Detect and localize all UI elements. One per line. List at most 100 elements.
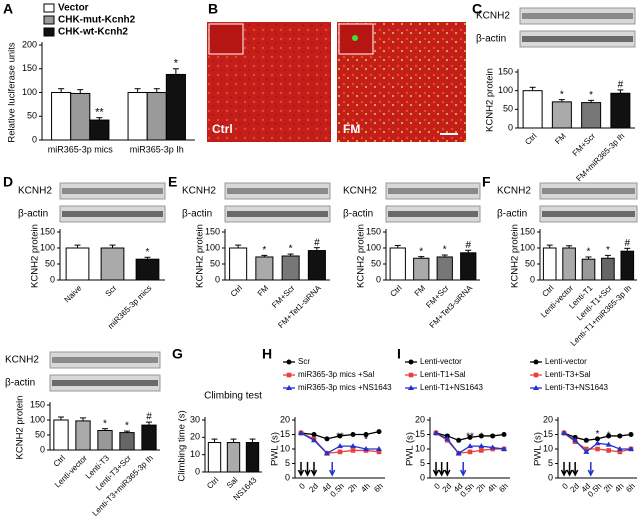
significance: #	[314, 237, 320, 248]
y-tick-label: 100	[30, 414, 45, 424]
bar	[389, 247, 406, 281]
y-tick-label: 0	[548, 472, 553, 482]
y-axis-label: KCNH2 protein	[485, 68, 496, 132]
point	[606, 433, 612, 439]
legend-marker	[286, 385, 292, 390]
x-tick-label: 0	[432, 481, 442, 491]
y-tick-label: 100	[498, 85, 513, 95]
significance: *	[606, 245, 610, 256]
blot-label: KCNH2	[18, 186, 52, 197]
y-axis-label: PWL (s)	[533, 432, 544, 466]
y-axis-label: PWL (s)	[270, 432, 281, 466]
x-tick-label: Ctrl	[205, 475, 220, 490]
point	[311, 437, 317, 443]
blot-label: KCNH2	[182, 186, 216, 197]
y-tick-label: 100	[366, 242, 381, 252]
x-tick-label: 6h	[372, 482, 385, 495]
x-tick-label: Ctrl	[52, 453, 67, 468]
legend-marker	[408, 359, 414, 365]
point	[337, 443, 343, 449]
bar	[307, 250, 326, 281]
y-axis-label: Climbing time (s)	[177, 410, 188, 481]
arrow	[304, 462, 311, 477]
blot-band	[542, 188, 635, 194]
arrow	[329, 462, 336, 477]
y-tick-label: 150	[498, 66, 513, 76]
annotation: **	[336, 432, 344, 443]
y-tick-label: 0	[195, 466, 200, 476]
arrow	[310, 462, 318, 477]
y-tick-label: 50	[210, 258, 220, 268]
blot-label: KCNH2	[476, 11, 510, 22]
bar	[413, 257, 430, 281]
point	[467, 434, 473, 440]
point	[324, 450, 330, 456]
blot-band	[52, 357, 158, 363]
y-tick-label: 0	[530, 274, 535, 284]
legend-marker	[408, 385, 414, 390]
legend-marker	[533, 385, 539, 390]
blot-label: KCNH2	[5, 355, 39, 366]
significance: #	[618, 80, 624, 91]
significance: *	[103, 418, 107, 429]
point	[606, 448, 611, 453]
blot-band	[388, 188, 478, 194]
point	[433, 430, 439, 436]
y-tick-label: 5	[420, 458, 425, 468]
point	[617, 449, 623, 455]
arrow	[566, 462, 573, 477]
bar	[119, 432, 135, 451]
x-tick-label: 0	[560, 481, 570, 491]
bar	[245, 442, 260, 473]
legend-label: Lenti-vector	[420, 357, 462, 366]
point	[605, 441, 612, 447]
significance: *	[589, 90, 593, 101]
y-tick-label: 50	[35, 429, 45, 439]
point	[467, 443, 473, 449]
panel-letter: I	[397, 346, 401, 362]
significance: *	[443, 245, 447, 256]
y-tick-label: 20	[190, 432, 200, 442]
point	[298, 430, 304, 436]
legend-label: Lenti-T3+Sal	[545, 370, 591, 379]
bar	[562, 247, 576, 281]
x-tick-label: 0	[297, 481, 307, 491]
point	[595, 436, 600, 442]
x-tick-label: FM+Scr	[571, 131, 598, 158]
panel-letter: E	[168, 174, 177, 190]
y-tick-label: 0	[32, 134, 37, 144]
point	[444, 435, 451, 441]
point	[501, 432, 507, 437]
y-tick-label: 15	[543, 429, 553, 439]
point	[561, 430, 567, 436]
annotation: **	[466, 432, 474, 443]
point	[350, 432, 356, 437]
bar	[601, 257, 615, 281]
blot-label: β-actin	[5, 378, 35, 389]
micrograph-label: Ctrl	[212, 122, 233, 136]
significance: *	[289, 244, 293, 255]
bar	[207, 442, 222, 473]
y-tick-label: 150	[22, 63, 37, 73]
y-tick-label: 10	[415, 443, 425, 453]
x-tick-label: FM	[553, 131, 568, 146]
y-tick-label: 100	[205, 242, 220, 252]
y-tick-label: 100	[520, 242, 535, 252]
legend-label: CHK-wt-Kcnh2	[58, 27, 128, 38]
point	[572, 437, 579, 443]
y-tick-label: 15	[280, 429, 290, 439]
y-tick-label: 20	[280, 414, 290, 424]
bar	[65, 247, 90, 281]
significance: *	[262, 245, 266, 256]
y-tick-label: 5	[548, 458, 553, 468]
panel-letter: B	[208, 1, 218, 17]
bar	[75, 420, 91, 451]
legend-marker	[533, 359, 539, 365]
micrographs: B Ctrl FM	[207, 1, 466, 142]
annotation: *	[491, 433, 495, 444]
point	[628, 446, 634, 451]
inset	[338, 23, 374, 55]
point	[456, 437, 462, 443]
point	[583, 437, 589, 443]
arrow	[587, 462, 594, 477]
